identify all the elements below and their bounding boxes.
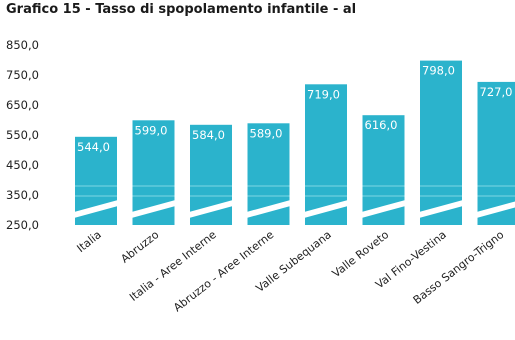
bar-band — [305, 185, 347, 187]
bar-band — [305, 195, 347, 197]
data-label: 616,0 — [365, 118, 398, 132]
bar-band — [190, 185, 232, 187]
y-tick-label: 450,0 — [6, 158, 39, 172]
bar-band — [362, 185, 405, 187]
y-tick-label: 350,0 — [6, 188, 39, 202]
x-tick-label: Abruzzo - Aree Interne — [171, 228, 276, 314]
axis-break-mark — [246, 200, 291, 218]
y-tick-label: 550,0 — [6, 128, 39, 142]
bar-band — [132, 195, 175, 197]
data-label: 719,0 — [307, 87, 340, 101]
bar-band — [477, 195, 515, 197]
y-tick-label: 850,0 — [6, 38, 39, 52]
axis-break-mark — [189, 200, 233, 218]
bar-band — [132, 185, 175, 187]
data-label: 798,0 — [422, 64, 455, 78]
chart-title: Grafico 15 - Tasso di spopolamento infan… — [6, 2, 356, 17]
bar-band — [362, 195, 405, 197]
x-tick-label: Abruzzo — [118, 228, 161, 266]
bar-band — [75, 195, 117, 197]
bars-group: 544,0 599,0 584,0 589,0 719,0 616,0 798,0 727,0 — [74, 60, 515, 226]
bar — [477, 81, 515, 226]
data-label: 599,0 — [135, 123, 168, 137]
bar-band — [420, 195, 462, 197]
bar-band — [477, 185, 515, 187]
axis-break-mark — [476, 201, 515, 218]
bar-band — [190, 195, 232, 197]
bar-band — [247, 195, 290, 197]
axis-break-mark — [304, 200, 348, 218]
x-tick-label: Italia — [74, 228, 103, 255]
bar — [420, 60, 462, 225]
axis-break-mark — [361, 200, 406, 218]
data-label: 544,0 — [77, 140, 110, 154]
axis-break-mark — [419, 200, 463, 218]
y-tick-label: 650,0 — [6, 98, 39, 112]
axis-break-mark — [74, 200, 118, 218]
bar-band — [75, 185, 117, 187]
y-tick-label: 750,0 — [6, 68, 39, 82]
y-axis-ticks: 850,0 750,0 650,0 550,0 450,0 350,0 250,0 — [6, 38, 39, 232]
data-label: 727,0 — [480, 85, 513, 99]
bar-band — [420, 185, 462, 187]
data-label: 589,0 — [250, 126, 283, 140]
bar-band — [247, 185, 290, 187]
axis-break-mark — [131, 200, 176, 218]
x-tick-label: Valle Roveto — [330, 228, 392, 280]
bar — [305, 84, 347, 225]
y-tick-label: 250,0 — [6, 218, 39, 232]
data-label: 584,0 — [192, 128, 225, 142]
